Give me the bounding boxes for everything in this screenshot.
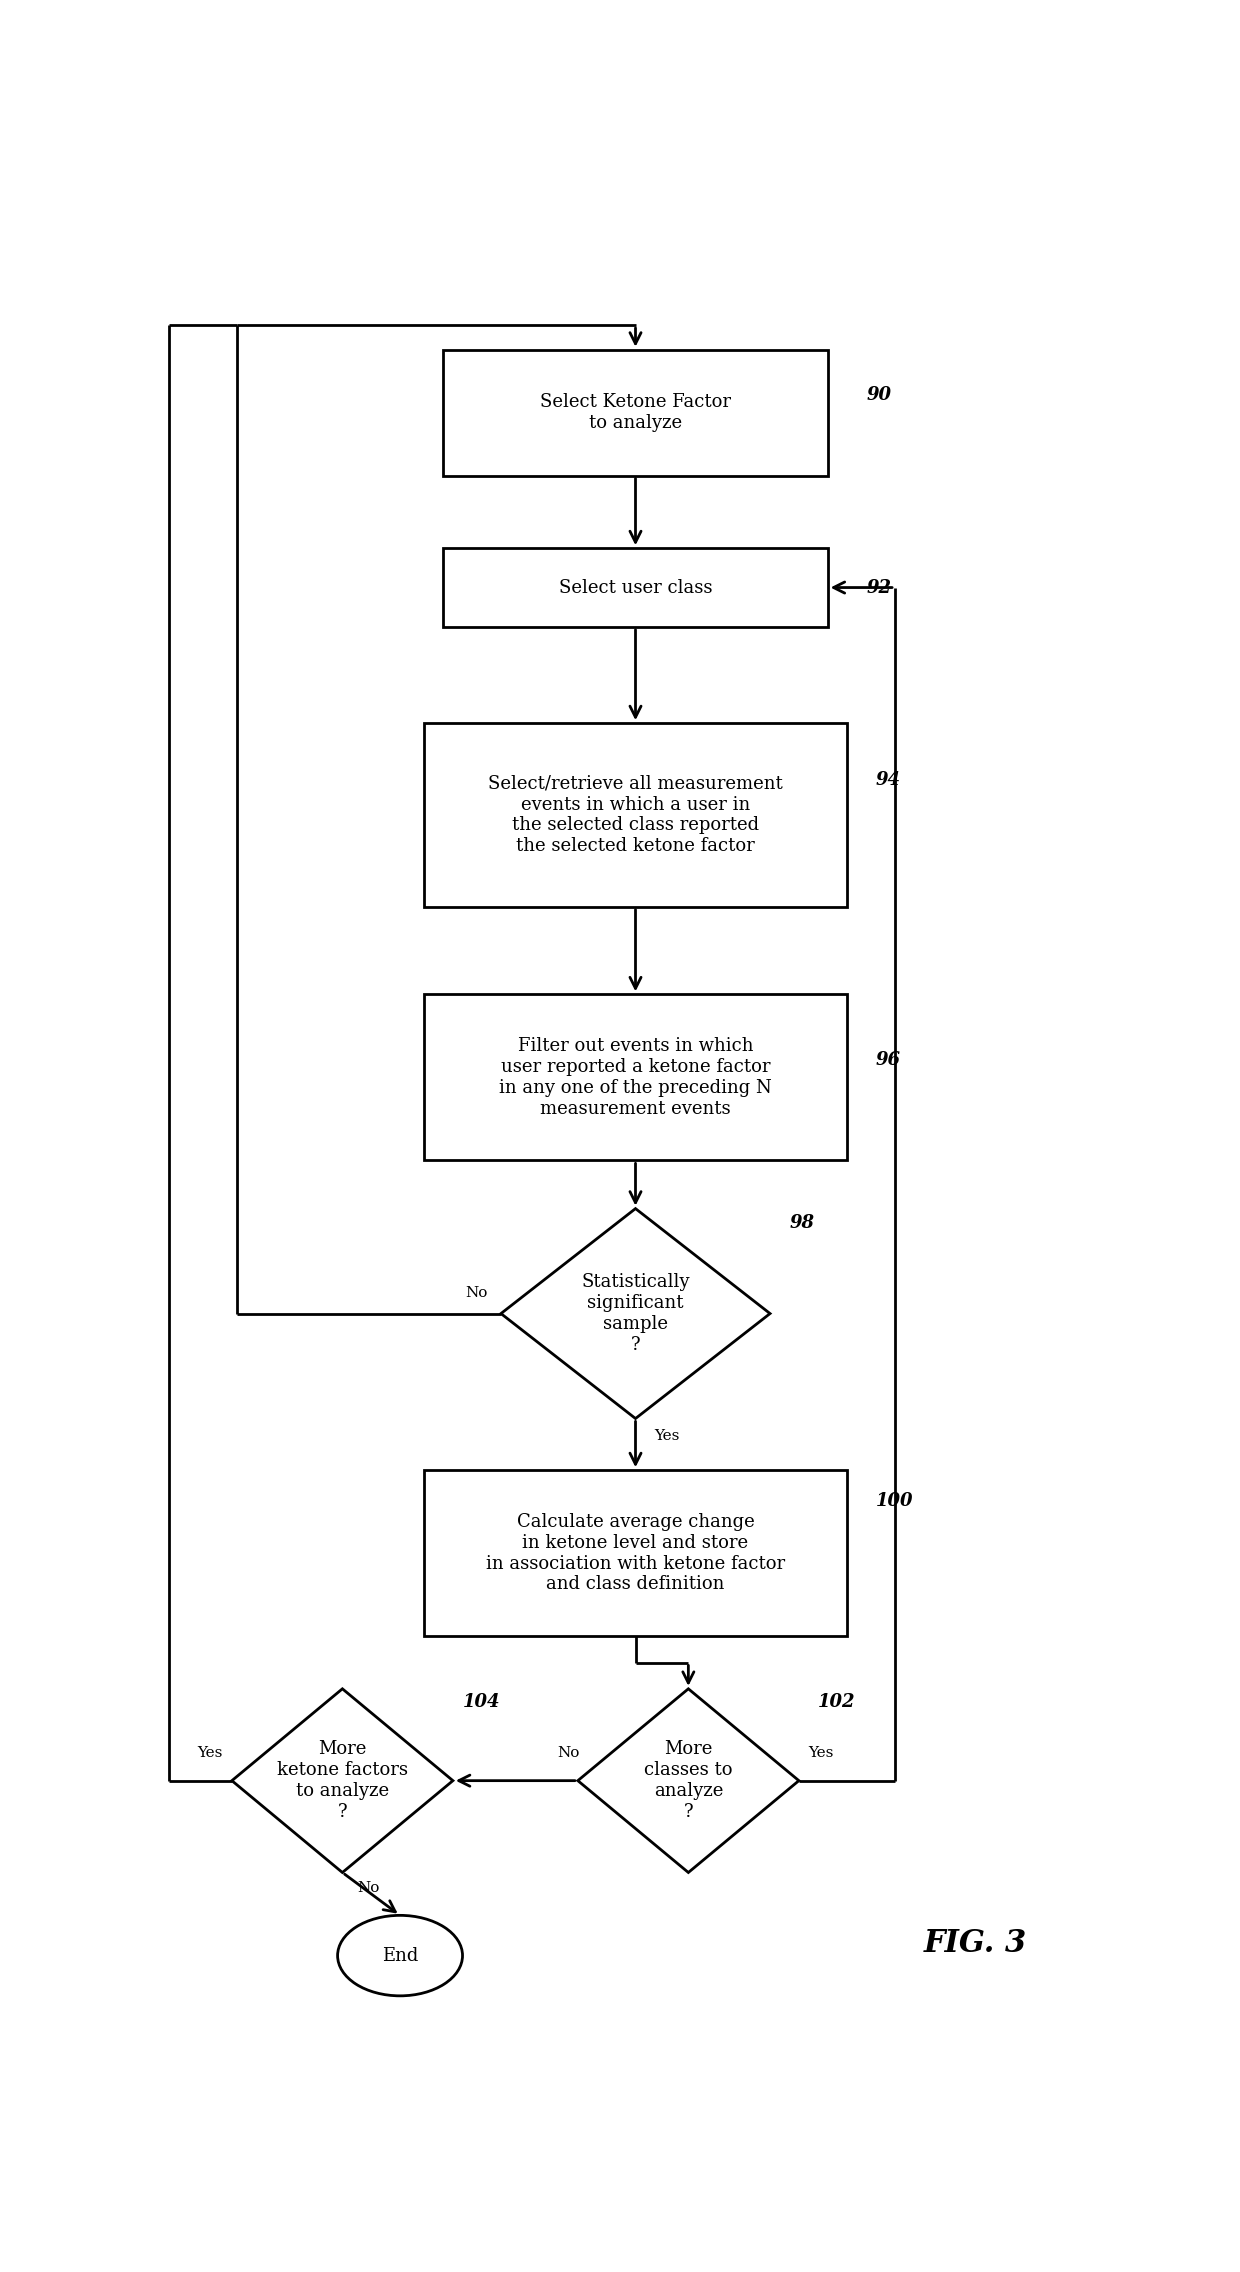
Text: More
classes to
analyze
?: More classes to analyze ? [644, 1740, 733, 1820]
Polygon shape [578, 1688, 799, 1872]
Text: 92: 92 [866, 579, 892, 598]
Text: Calculate average change
in ketone level and store
in association with ketone fa: Calculate average change in ketone level… [486, 1513, 785, 1593]
Text: FIG. 3: FIG. 3 [924, 1929, 1027, 1958]
Polygon shape [232, 1688, 453, 1872]
Polygon shape [501, 1209, 770, 1418]
Text: Select Ketone Factor
to analyze: Select Ketone Factor to analyze [539, 393, 732, 432]
Text: 98: 98 [789, 1213, 815, 1231]
Text: More
ketone factors
to analyze
?: More ketone factors to analyze ? [277, 1740, 408, 1820]
Text: Select/retrieve all measurement
events in which a user in
the selected class rep: Select/retrieve all measurement events i… [489, 775, 782, 854]
Text: 100: 100 [875, 1493, 913, 1511]
Text: Select user class: Select user class [559, 579, 712, 598]
Text: Yes: Yes [655, 1429, 680, 1443]
FancyBboxPatch shape [444, 350, 828, 475]
Text: Statistically
significant
sample
?: Statistically significant sample ? [582, 1272, 689, 1354]
Text: No: No [466, 1286, 489, 1300]
Text: 94: 94 [875, 770, 900, 788]
Text: 102: 102 [818, 1693, 856, 1711]
Text: Yes: Yes [197, 1745, 222, 1761]
Text: Filter out events in which
user reported a ketone factor
in any one of the prece: Filter out events in which user reported… [500, 1038, 771, 1118]
FancyBboxPatch shape [424, 722, 847, 907]
FancyBboxPatch shape [424, 995, 847, 1161]
Text: 96: 96 [875, 1052, 900, 1068]
FancyBboxPatch shape [444, 548, 828, 627]
Text: 90: 90 [866, 386, 892, 404]
FancyBboxPatch shape [424, 1470, 847, 1636]
Text: No: No [357, 1881, 379, 1895]
Text: 104: 104 [463, 1693, 500, 1711]
Text: Yes: Yes [808, 1745, 833, 1761]
Text: No: No [557, 1745, 579, 1761]
Text: End: End [382, 1947, 418, 1965]
Ellipse shape [337, 1915, 463, 1995]
